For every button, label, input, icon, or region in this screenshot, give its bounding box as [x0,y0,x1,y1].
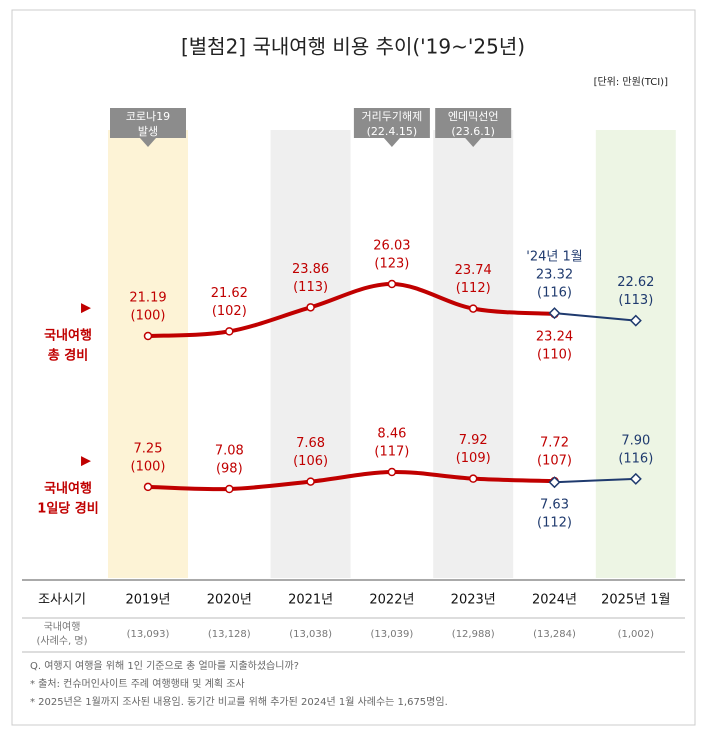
series-group-label: 국내여행 [44,481,92,497]
banner-text: 거리두기해제 [362,109,423,123]
point [468,474,478,483]
footnote: * 2025년은 1월까지 조사된 내용임. 동기간 비교를 위해 추가된 20… [30,695,448,708]
column-bg [595,130,676,578]
value-label: 22.62 [617,275,654,290]
point [629,472,642,485]
point [387,279,397,289]
value-label: 7.68 [296,436,325,451]
index-label: (98) [216,462,243,477]
index-label: (112) [537,516,572,531]
sample-header: (사례수, 명) [37,635,88,647]
banner-text: (23.6.1) [451,125,495,138]
series-group-label: 1일당 경비 [37,501,98,517]
value-label: 23.74 [455,263,492,278]
index-label: (116) [618,451,653,466]
sample-size: (13,039) [371,629,414,640]
series-note: '24년 1월 [526,250,582,265]
category-label: 2023년 [451,593,496,608]
series-group-label: ▶ [81,454,91,469]
category-label: 2025년 1월 [601,593,670,608]
index-label: (113) [618,293,653,308]
table-header: 조사시기 [38,593,86,608]
index-label: (112) [456,281,491,296]
index-label: (110) [537,347,572,362]
banner [435,108,512,147]
line [147,281,555,338]
column-bg [270,130,351,578]
sample-size: (13,128) [208,629,251,640]
point [468,304,478,313]
sample-size: (13,093) [127,629,170,640]
value-label: 7.63 [540,498,569,513]
columns [108,130,676,578]
sample-size: (1,002) [618,629,655,640]
value-label: 23.32 [536,268,573,283]
value-label: 21.62 [211,286,248,301]
series-group-label: 총 경비 [48,348,88,364]
sample-header: 국내여행 [44,621,81,633]
footnote: Q. 여행지 여행을 위해 1인 기준으로 총 얼마를 지출하셨습니까? [30,659,299,672]
banner-text: 발생 [138,125,158,138]
value-label: 7.25 [134,441,163,456]
index-label: (102) [212,304,247,319]
line [147,469,555,492]
category-label: 2021년 [288,593,333,608]
value-label: 23.24 [536,329,573,344]
value-label: 8.46 [377,427,406,442]
value-label: 21.19 [129,291,166,306]
point [387,467,397,477]
index-label: (116) [537,286,572,301]
index-label: (117) [374,445,409,460]
point [225,327,234,336]
sample-size: (13,038) [289,629,332,640]
value-label: 23.86 [292,262,329,277]
banner-text: (22.4.15) [367,125,418,138]
value-label: 7.90 [621,433,650,448]
category-label: 2019년 [125,593,170,608]
banner [110,108,186,147]
point [143,482,153,492]
banner-text: 엔데믹선언 [448,110,499,123]
index-label: (100) [131,459,166,474]
category-label: 2024년 [532,593,577,608]
index-label: (109) [456,451,491,466]
point [143,331,153,341]
index-label: (100) [131,309,166,324]
index-label: (113) [293,280,328,295]
value-label: 7.92 [459,433,488,448]
point [225,484,234,494]
point [306,303,315,312]
footnote: * 출처: 컨슈머인사이트 주례 여행행태 및 계획 조사 [30,678,245,690]
banner-text: 코로나19 [126,110,170,123]
point [548,476,561,489]
point [306,477,315,486]
banner [353,108,430,147]
index-label: (106) [293,454,328,469]
point [548,307,561,320]
series-group-label: 국내여행 [44,328,92,344]
category-label: 2020년 [207,593,252,608]
category-label: 2022년 [369,593,414,608]
title: [별첨2] 국내여행 비용 추이('19~'25년) [181,35,525,59]
index-label: (123) [374,257,409,272]
point [629,314,642,327]
column-bg [433,130,514,578]
index-label: (107) [537,454,572,469]
value-label: 26.03 [373,239,410,254]
sample-size: (13,284) [533,629,576,640]
unit: [단위: 만원(TCI)] [594,75,669,88]
series-group-label: ▶ [81,301,91,316]
column-bg [108,130,188,578]
sample-size: (12,988) [452,629,495,640]
value-label: 7.08 [215,444,244,459]
value-label: 7.72 [540,436,569,451]
